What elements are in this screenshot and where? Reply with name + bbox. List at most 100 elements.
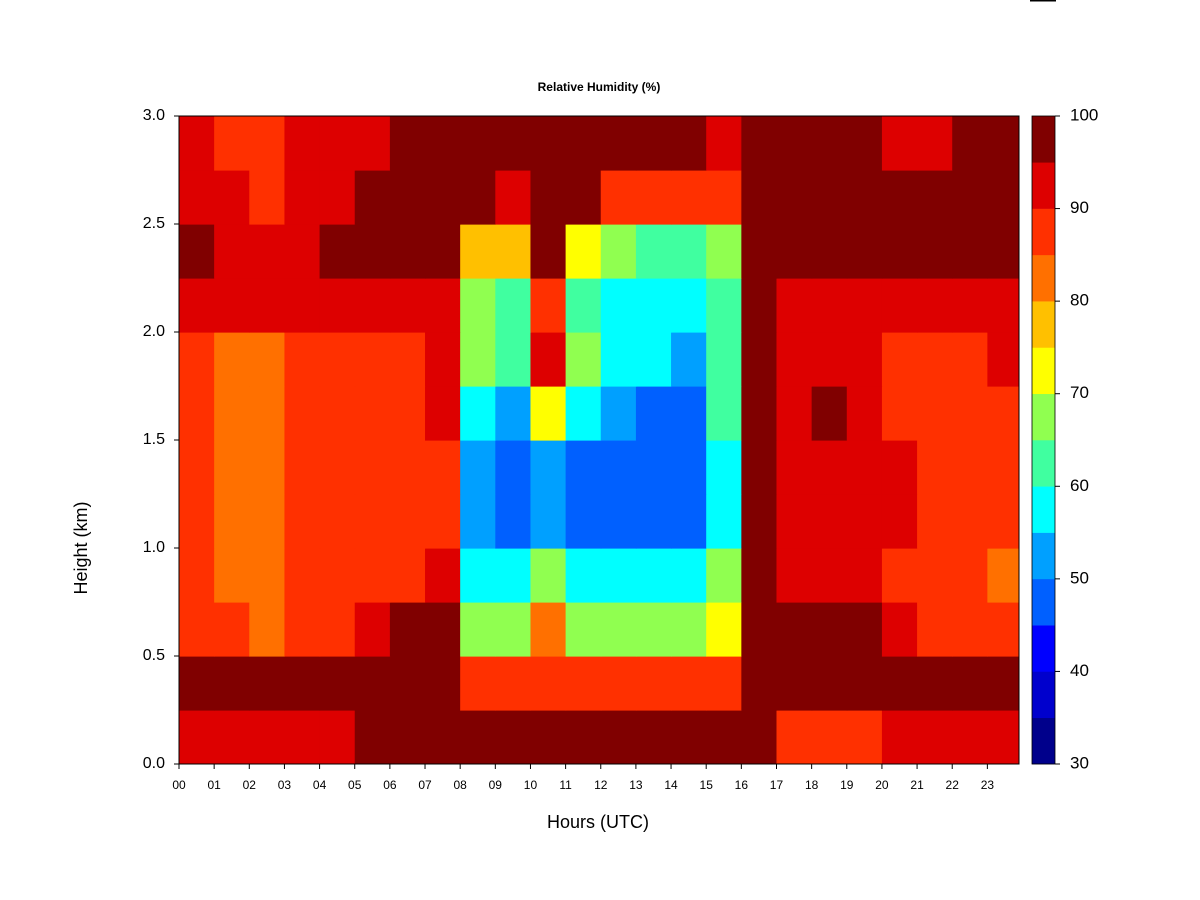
x-tick-label: 09: [489, 778, 503, 792]
colorbar-bin: [1032, 717, 1055, 765]
heatmap-cell: [249, 494, 286, 549]
heatmap-cell: [952, 656, 988, 711]
heatmap-cell: [635, 386, 672, 441]
heatmap-cell: [671, 332, 707, 387]
heatmap-cell: [214, 656, 250, 711]
heatmap-cell: [460, 710, 496, 764]
heatmap-cell: [389, 548, 426, 603]
heatmap-cell: [389, 656, 426, 711]
heatmap-cell: [354, 656, 391, 711]
colorbar-bin: [1032, 578, 1055, 626]
heatmap-cell: [881, 170, 918, 225]
colorbar-tick-label: 60: [1070, 476, 1089, 495]
heatmap-cell: [249, 386, 286, 441]
colorbar-frame: [1031, 115, 1056, 765]
heatmap-cell: [495, 116, 532, 171]
heatmap-cell: [846, 278, 883, 333]
heatmap-cell: [671, 224, 707, 279]
heatmap-cell: [706, 440, 742, 495]
heatmap-cell: [460, 278, 496, 333]
heatmap-cell: [987, 656, 1019, 711]
heatmap-cell: [846, 548, 883, 603]
heatmap-cell: [319, 602, 356, 657]
heatmap-cell: [214, 440, 250, 495]
heatmap-cell: [811, 116, 848, 171]
heatmap-cell: [319, 656, 356, 711]
y-tick-label: 1.5: [143, 431, 165, 448]
heatmap-cell: [987, 494, 1019, 549]
heatmap-cell: [987, 602, 1019, 657]
heatmap-cell: [917, 710, 953, 764]
chart-title: Relative Humidity (%): [538, 80, 661, 94]
x-tick-label: 10: [524, 778, 538, 792]
heatmap-cell: [460, 602, 496, 657]
heatmap-cell: [741, 656, 778, 711]
heatmap-cell: [214, 602, 250, 657]
heatmap-cell: [425, 332, 461, 387]
colorbar-tick-label: 70: [1070, 383, 1089, 402]
heatmap-cell: [846, 386, 883, 441]
heatmap-cell: [987, 224, 1019, 279]
heatmap-cell: [425, 386, 461, 441]
heatmap-cell: [354, 224, 391, 279]
heatmap-cell: [600, 548, 637, 603]
colorbar-bin: [1032, 347, 1055, 395]
heatmap-cell: [530, 602, 567, 657]
heatmap-cell: [495, 440, 532, 495]
heatmap-cell: [565, 278, 602, 333]
heatmap-cell: [425, 494, 461, 549]
heatmap-cell: [881, 656, 918, 711]
colorbar-bin: [1032, 625, 1055, 672]
heatmap-cell: [600, 656, 637, 711]
heatmap-cell: [741, 602, 778, 657]
heatmap-cell: [354, 278, 391, 333]
heatmap-cell: [284, 278, 321, 333]
heatmap-cell: [741, 710, 778, 764]
heatmap-cell: [179, 494, 215, 549]
colorbar-bin: [1032, 532, 1055, 580]
heatmap-cell: [987, 278, 1019, 333]
heatmap-cell: [214, 224, 250, 279]
heatmap-cell: [635, 116, 672, 171]
heatmap-cell: [495, 332, 532, 387]
heatmap-cell: [319, 116, 356, 171]
heatmap-cell: [249, 170, 286, 225]
heatmap-cell: [706, 710, 742, 764]
heatmap-cell: [600, 386, 637, 441]
heatmap-cell: [389, 602, 426, 657]
heatmap-cell: [249, 548, 286, 603]
heatmap-cell: [881, 278, 918, 333]
heatmap-cell: [776, 332, 813, 387]
heatmap-cell: [389, 116, 426, 171]
y-tick-label: 0.0: [143, 755, 165, 772]
heatmap-cell: [881, 548, 918, 603]
colorbar-tick-label: 50: [1070, 568, 1089, 587]
heatmap-cell: [776, 386, 813, 441]
heatmap-cell: [776, 494, 813, 549]
heatmap-cell: [881, 710, 918, 764]
colorbar-tick-label: 30: [1070, 753, 1089, 772]
heatmap-cell: [952, 278, 988, 333]
heatmap-cell: [530, 656, 567, 711]
heatmap-cell: [600, 710, 637, 764]
heatmap-cell: [811, 656, 848, 711]
heatmap-cell: [600, 170, 637, 225]
heatmap-cell: [249, 710, 286, 764]
heatmap-cell: [987, 170, 1019, 225]
x-tick-label: 19: [840, 778, 854, 792]
heatmap-cell: [249, 224, 286, 279]
heatmap-cell: [565, 386, 602, 441]
x-tick-label: 04: [313, 778, 327, 792]
heatmap-cell: [179, 440, 215, 495]
heatmap-cell: [530, 386, 567, 441]
heatmap-cell: [530, 278, 567, 333]
heatmap-cell: [811, 332, 848, 387]
heatmap-cell: [741, 386, 778, 441]
heatmap-cell: [354, 170, 391, 225]
heatmap-cell: [354, 386, 391, 441]
x-tick-label: 06: [383, 778, 397, 792]
heatmap-cell: [495, 170, 532, 225]
heatmap-cell: [284, 332, 321, 387]
heatmap-cell: [811, 602, 848, 657]
heatmap-cell: [425, 710, 461, 764]
